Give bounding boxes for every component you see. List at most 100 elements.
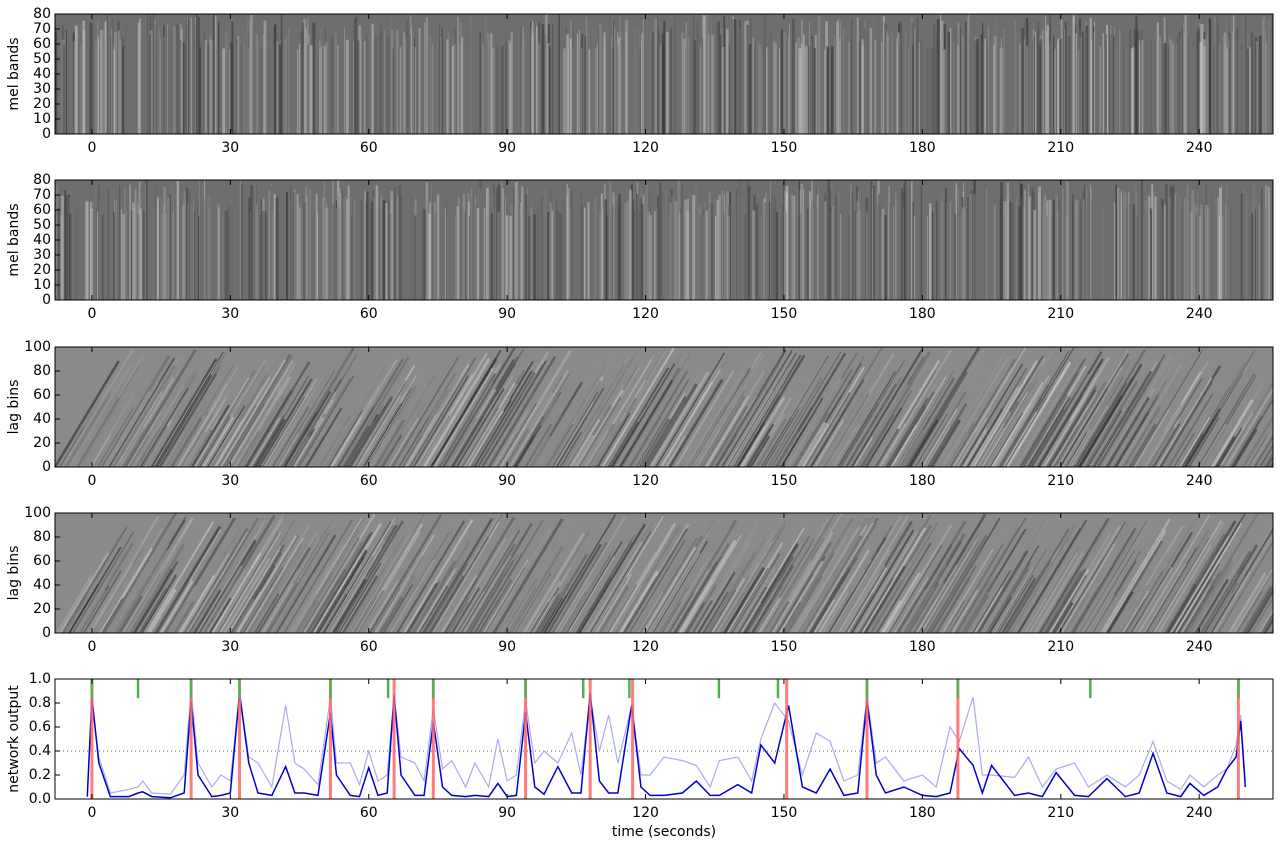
image-texture (993, 44, 995, 134)
image-texture (859, 350, 931, 467)
image-texture (366, 191, 369, 300)
image-texture (993, 35, 997, 134)
image-texture (738, 19, 741, 134)
image-texture (1128, 423, 1157, 467)
image-texture (1245, 192, 1248, 300)
image-texture (854, 211, 856, 300)
image-texture (797, 517, 869, 633)
image-texture (670, 28, 672, 134)
image-texture (1243, 15, 1245, 134)
panel: 0 30 60 90 120 150 180 210 2400.00.20.40.60.81.0… (6, 671, 1274, 840)
image-texture (100, 29, 103, 134)
image-texture (640, 197, 642, 300)
image-texture (1184, 408, 1221, 467)
image-texture (108, 357, 176, 467)
image-texture (1181, 432, 1204, 467)
image-texture (172, 185, 174, 300)
image-texture (502, 188, 504, 300)
image-texture (850, 349, 923, 467)
image-texture (942, 29, 944, 134)
image-texture (158, 29, 160, 134)
image-texture (798, 48, 802, 134)
image-texture (296, 29, 298, 134)
image-texture (969, 33, 971, 134)
image-texture (1034, 31, 1037, 134)
image-texture (431, 43, 434, 134)
image-texture (922, 541, 979, 633)
image-texture (567, 555, 615, 633)
image-texture (784, 551, 836, 633)
image-texture (139, 387, 189, 467)
x-tick-label: 240 (1186, 306, 1213, 322)
image-texture (418, 415, 450, 467)
image-texture (908, 25, 910, 134)
image-texture (117, 30, 120, 134)
image-texture (371, 24, 374, 134)
image-texture (685, 369, 746, 467)
image-texture (182, 42, 185, 134)
image-texture (460, 543, 516, 633)
image-texture (491, 47, 495, 134)
image-texture (647, 212, 651, 300)
image-texture (1084, 185, 1086, 300)
image-texture (633, 27, 637, 134)
image-texture (107, 382, 159, 467)
image-texture (328, 524, 395, 633)
y-tick-label: 0 (42, 625, 51, 641)
image-texture (304, 413, 338, 467)
image-texture (599, 414, 632, 467)
image-texture (182, 204, 185, 300)
image-texture (887, 391, 935, 467)
image-texture (1196, 30, 1199, 134)
image-texture (830, 46, 834, 134)
image-texture (531, 34, 534, 134)
image-texture (152, 14, 154, 134)
image-texture (145, 521, 215, 633)
image-texture (594, 347, 667, 467)
image-texture (196, 370, 256, 467)
image-texture (446, 596, 470, 633)
image-texture (863, 352, 934, 467)
image-texture (791, 18, 795, 134)
image-texture (762, 191, 764, 300)
image-texture (1039, 394, 1084, 467)
image-texture (841, 182, 844, 300)
image-texture (810, 379, 865, 467)
image-texture (696, 22, 699, 134)
image-texture (263, 378, 318, 467)
image-texture (775, 43, 777, 134)
image-texture (946, 45, 948, 134)
image-texture (113, 540, 171, 633)
image-texture (339, 556, 388, 633)
image-texture (813, 47, 816, 134)
image-texture (122, 423, 150, 467)
image-texture (837, 191, 840, 300)
image-texture (949, 27, 951, 134)
image-texture (593, 413, 627, 467)
image-texture (1265, 41, 1268, 134)
image-texture (162, 434, 183, 467)
image-texture (160, 213, 164, 300)
image-texture (911, 405, 949, 467)
image-texture (1000, 398, 1044, 467)
image-texture (744, 399, 788, 467)
image-texture (633, 582, 665, 633)
image-texture (731, 553, 781, 633)
image-texture (677, 180, 681, 300)
image-texture (808, 598, 830, 633)
image-texture (1208, 420, 1239, 467)
image-texture (651, 552, 701, 633)
image-texture (710, 347, 784, 467)
image-texture (610, 533, 671, 633)
image-texture (554, 194, 555, 300)
image-texture (166, 401, 207, 467)
image-texture (905, 30, 906, 134)
image-texture (858, 524, 924, 633)
image-texture (1216, 15, 1218, 134)
image-texture (488, 601, 509, 633)
image-texture (944, 187, 947, 300)
image-texture (1131, 349, 1203, 467)
image-texture (726, 28, 728, 134)
y-tick-label: 60 (33, 202, 51, 218)
